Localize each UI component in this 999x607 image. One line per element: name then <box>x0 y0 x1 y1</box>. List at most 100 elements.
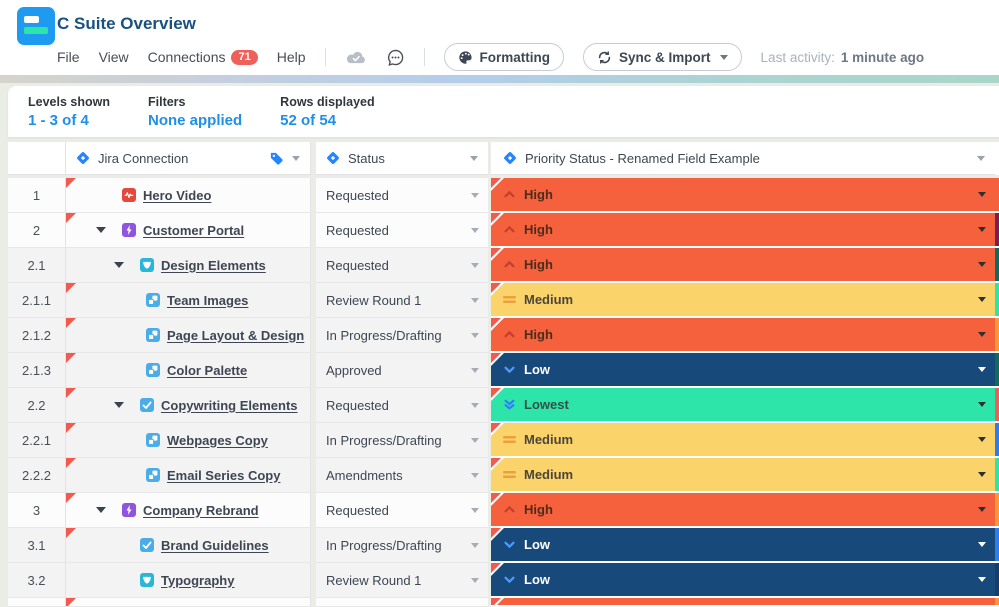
row-number-cell[interactable]: 2 <box>8 213 66 248</box>
status-value: Requested <box>326 502 389 518</box>
priority-cell[interactable] <box>491 598 995 607</box>
status-cell[interactable]: Requested <box>316 178 488 213</box>
divider <box>324 48 326 66</box>
menu-connections[interactable]: Connections 71 <box>148 49 258 65</box>
dropdown-caret-icon <box>471 332 479 338</box>
priority-cell[interactable]: High <box>491 248 995 283</box>
row-number-cell[interactable]: 2.2.1 <box>8 423 66 458</box>
task-link[interactable]: Email Series Copy <box>167 467 281 483</box>
priority-column-header[interactable]: Priority Status - Renamed Field Example <box>491 142 995 175</box>
row-number-cell[interactable]: 3 <box>8 493 66 528</box>
priority-cell[interactable]: Low <box>491 563 995 598</box>
row-number-cell[interactable]: 1 <box>8 178 66 213</box>
rows-displayed-stat: Rows displayed 52 of 54 <box>280 95 374 129</box>
task-cell: Email Series Copy <box>66 458 311 493</box>
priority-cell[interactable]: Medium <box>491 458 995 493</box>
row-number-cell[interactable]: 2.1.1 <box>8 283 66 318</box>
tag-icon[interactable] <box>269 151 284 166</box>
comments-icon[interactable] <box>386 48 405 67</box>
task-link[interactable]: Hero Video <box>143 187 212 203</box>
priority-cell[interactable]: High <box>491 493 995 528</box>
cloud-sync-icon[interactable] <box>345 50 367 65</box>
dropdown-caret-icon <box>978 472 986 477</box>
dropdown-caret-icon <box>978 262 986 267</box>
task-link[interactable]: Design Elements <box>161 257 266 273</box>
priority-cell[interactable]: High <box>491 213 995 248</box>
status-cell[interactable]: Review Round 1 <box>316 283 488 318</box>
status-cell[interactable]: In Progress/Drafting <box>316 528 488 563</box>
row-number-cell[interactable]: 2.2 <box>8 388 66 423</box>
priority-label: High <box>524 222 553 237</box>
priority-cell[interactable]: Medium <box>491 423 995 458</box>
task-link[interactable]: Customer Portal <box>143 222 245 238</box>
status-cell[interactable] <box>316 598 488 607</box>
priority-cell[interactable]: Lowest <box>491 388 995 423</box>
status-cell[interactable]: Requested <box>316 388 488 423</box>
expand-caret-icon[interactable] <box>96 507 122 513</box>
row-number-cell[interactable] <box>8 598 66 607</box>
status-cell[interactable]: In Progress/Drafting <box>316 423 488 458</box>
status-column-header[interactable]: Status <box>316 142 488 175</box>
rows-displayed-value[interactable]: 52 of 54 <box>280 111 337 129</box>
row-number-cell[interactable]: 2.1.2 <box>8 318 66 353</box>
chevron-down-icon[interactable] <box>977 155 985 161</box>
chevron-down-icon[interactable] <box>470 155 478 161</box>
expand-caret-icon[interactable] <box>114 402 140 408</box>
jira-connection-column-header[interactable]: Jira Connection <box>66 142 311 175</box>
levels-shown-label: Levels shown <box>28 94 110 109</box>
task-link[interactable]: Typography <box>161 572 235 588</box>
formatting-button[interactable]: Formatting <box>443 43 565 71</box>
sync-import-button[interactable]: Sync & Import <box>583 43 742 71</box>
priority-cell[interactable]: High <box>491 318 995 353</box>
expand-caret-icon[interactable] <box>114 262 140 268</box>
status-cell[interactable]: Requested <box>316 213 488 248</box>
sync-icon <box>597 50 612 65</box>
priority-cell[interactable]: Low <box>491 528 995 563</box>
task-cell: Hero Video <box>66 178 311 213</box>
row-number-cell[interactable]: 3.2 <box>8 563 66 598</box>
levels-shown-value[interactable]: 1 - 3 of 4 <box>28 111 89 129</box>
app-logo-icon[interactable] <box>17 7 55 45</box>
menu-view[interactable]: View <box>98 49 129 65</box>
row-number-cell[interactable]: 3.1 <box>8 528 66 563</box>
task-link[interactable]: Color Palette <box>167 362 248 378</box>
row-number-cell[interactable]: 2.2.2 <box>8 458 66 493</box>
priority-cell[interactable]: Low <box>491 353 995 388</box>
task-link[interactable]: Copywriting Elements <box>161 397 298 413</box>
expand-caret-icon[interactable] <box>96 227 122 233</box>
issue-type-icon <box>146 293 160 307</box>
status-cell[interactable]: Requested <box>316 248 488 283</box>
table-row: 2.1 Design Elements Requested <box>8 248 999 283</box>
row-number-cell[interactable]: 2.1 <box>8 248 66 283</box>
status-value: In Progress/Drafting <box>326 327 442 343</box>
menu-file[interactable]: File <box>57 49 80 65</box>
priority-cell[interactable]: Medium <box>491 283 995 318</box>
row-number: 2.2 <box>27 397 46 413</box>
connections-count-badge: 71 <box>231 49 258 65</box>
dropdown-caret-icon <box>978 507 986 512</box>
status-cell[interactable]: In Progress/Drafting <box>316 318 488 353</box>
page-title: C Suite Overview <box>57 14 196 33</box>
dropdown-caret-icon <box>471 542 479 548</box>
dropdown-caret-icon <box>471 402 479 408</box>
status-cell[interactable]: Requested <box>316 493 488 528</box>
last-activity: Last activity: 1 minute ago <box>761 50 925 65</box>
task-link[interactable]: Webpages Copy <box>167 432 268 448</box>
menu-help[interactable]: Help <box>276 49 306 65</box>
task-link[interactable]: Company Rebrand <box>143 502 259 518</box>
chevron-down-icon[interactable] <box>292 155 300 161</box>
status-cell[interactable]: Approved <box>316 353 488 388</box>
status-cell[interactable]: Review Round 1 <box>316 563 488 598</box>
priority-cell[interactable]: High <box>491 178 995 213</box>
filters-value[interactable]: None applied <box>147 111 243 129</box>
row-number: 3.2 <box>27 572 46 588</box>
row-number-cell[interactable]: 2.1.3 <box>8 353 66 388</box>
issue-type-icon <box>146 363 160 377</box>
dropdown-caret-icon <box>978 437 986 442</box>
status-cell[interactable]: Amendments <box>316 458 488 493</box>
task-link[interactable]: Page Layout & Design <box>167 327 305 343</box>
dropdown-caret-icon <box>978 192 986 197</box>
dropdown-caret-icon <box>471 472 479 478</box>
task-link[interactable]: Team Images <box>167 292 249 308</box>
task-link[interactable]: Brand Guidelines <box>161 537 269 553</box>
